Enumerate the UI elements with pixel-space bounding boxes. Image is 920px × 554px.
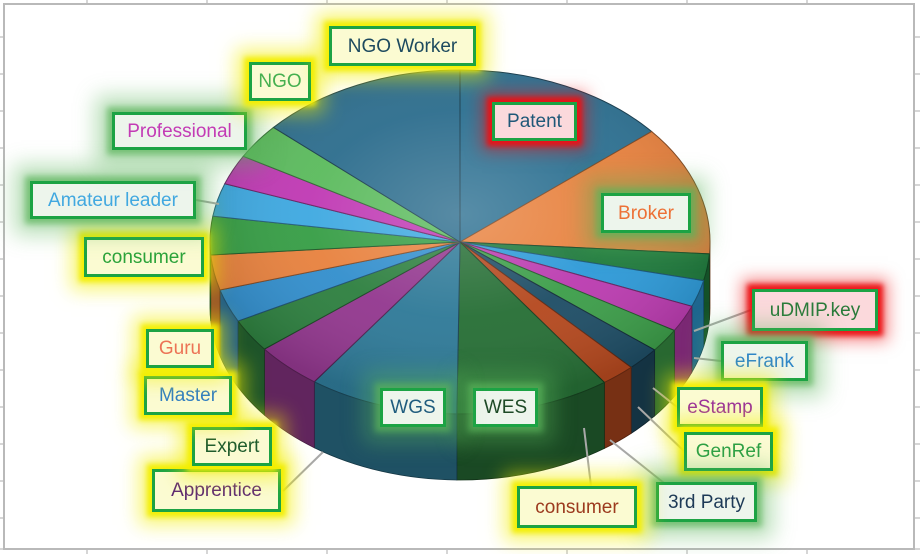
data-label-wes[interactable]: WES xyxy=(473,388,538,427)
leader-line-amateur-leader xyxy=(195,199,220,205)
data-label-expert[interactable]: Expert xyxy=(192,427,272,466)
data-label-ngo-worker[interactable]: NGO Worker xyxy=(329,26,476,66)
leader-line-genref xyxy=(637,406,685,452)
pie-top-faces xyxy=(209,69,711,415)
data-label-text-wgs: WGS xyxy=(390,397,436,418)
data-label-ngo[interactable]: NGO xyxy=(249,62,311,101)
leader-line-consumer-se xyxy=(583,427,592,487)
leader-line-udmip-key xyxy=(693,309,752,332)
data-label-wgs[interactable]: WGS xyxy=(380,388,446,427)
data-label-broker[interactable]: Broker xyxy=(601,193,691,233)
leader-line-third-party xyxy=(609,439,665,484)
data-label-text-ngo-worker: NGO Worker xyxy=(347,35,458,57)
data-label-text-master: Master xyxy=(158,385,218,406)
data-label-udmip-key[interactable]: uDMIP.key xyxy=(752,289,878,331)
data-label-third-party[interactable]: 3rd Party xyxy=(656,482,757,522)
data-label-apprentice[interactable]: Apprentice xyxy=(152,469,281,512)
data-label-text-ngo: NGO xyxy=(258,71,302,92)
data-label-text-expert: Expert xyxy=(204,436,260,457)
data-label-text-apprentice: Apprentice xyxy=(171,480,262,501)
data-label-consumer-w[interactable]: consumer xyxy=(84,237,204,277)
data-label-genref[interactable]: GenRef xyxy=(684,432,773,471)
data-label-text-broker: Broker xyxy=(618,202,674,224)
data-label-professional[interactable]: Professional xyxy=(112,112,247,150)
data-label-estamp[interactable]: eStamp xyxy=(677,387,763,427)
data-label-text-estamp: eStamp xyxy=(687,396,753,418)
data-label-text-guru: Guru xyxy=(158,338,202,359)
data-label-text-professional: Professional xyxy=(127,120,232,142)
chart-border xyxy=(3,3,915,550)
data-label-text-third-party: 3rd Party xyxy=(667,491,746,513)
data-label-text-efrank: eFrank xyxy=(734,350,795,372)
leader-line-efrank xyxy=(693,357,722,362)
data-label-text-wes: WES xyxy=(483,397,528,418)
data-label-amateur-leader[interactable]: Amateur leader xyxy=(30,181,196,219)
data-label-text-consumer-se: consumer xyxy=(535,496,619,518)
data-label-text-patent: Patent xyxy=(507,111,562,132)
data-label-text-amateur-leader: Amateur leader xyxy=(48,189,178,211)
data-label-text-consumer-w: consumer xyxy=(102,246,186,268)
leader-line-estamp xyxy=(652,387,678,408)
data-label-text-udmip-key: uDMIP.key xyxy=(769,299,861,321)
data-label-efrank[interactable]: eFrank xyxy=(721,341,808,381)
data-label-patent[interactable]: Patent xyxy=(492,102,577,141)
leader-lines xyxy=(195,199,752,492)
data-label-guru[interactable]: Guru xyxy=(146,329,214,368)
data-label-master[interactable]: Master xyxy=(144,376,232,415)
data-label-text-genref: GenRef xyxy=(695,441,762,462)
leader-line-apprentice xyxy=(282,451,324,492)
data-label-consumer-se[interactable]: consumer xyxy=(517,486,637,528)
